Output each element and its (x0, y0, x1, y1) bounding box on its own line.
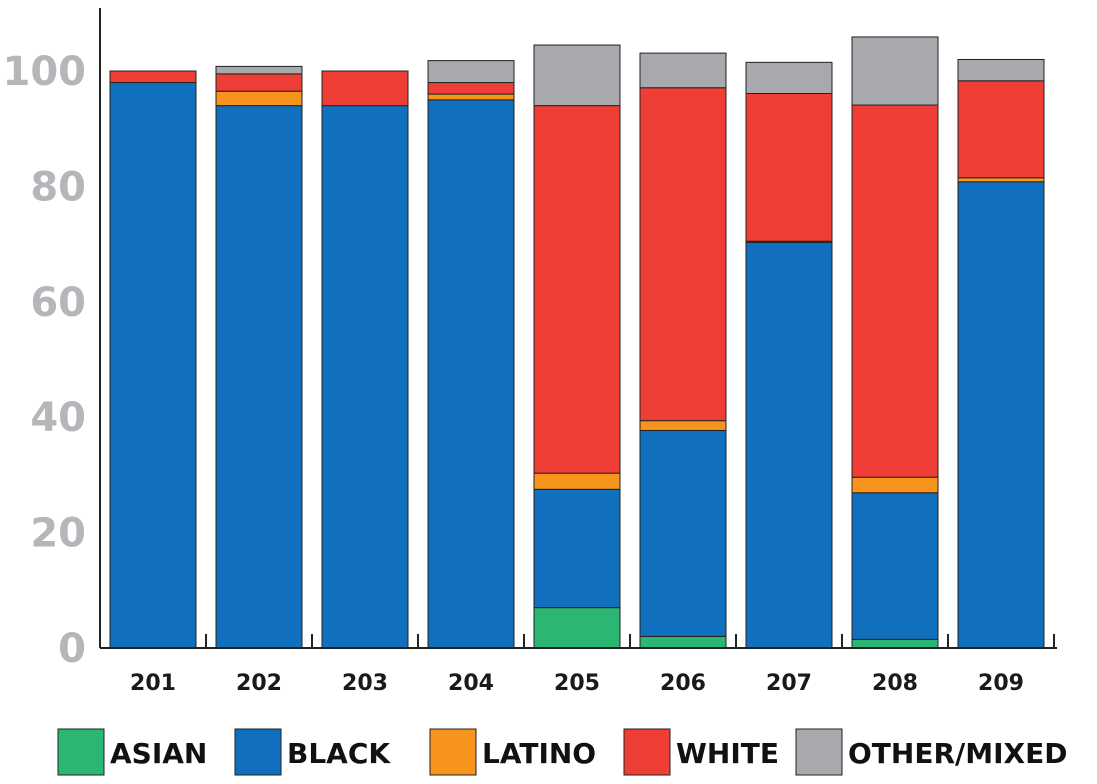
bar-segment-204-white (427, 82, 515, 95)
legend-label-latino: LATINO (482, 737, 596, 770)
bar-segment-203-black (321, 105, 409, 649)
bar-segment-205-black (533, 488, 621, 609)
bar-segment-202-latino (215, 90, 303, 107)
bar-segment-209-white (957, 80, 1045, 179)
x-tick-label: 209 (978, 671, 1024, 696)
bar-segment-202-black (215, 105, 303, 649)
bar-segment-202-white (215, 73, 303, 92)
bar-segment-206-other-mixed (639, 52, 727, 89)
x-tick-label: 207 (766, 671, 812, 696)
bar-segment-205-white (533, 105, 621, 474)
bar-segment-209-latino (957, 177, 1045, 183)
legend-label-asian: ASIAN (110, 737, 207, 770)
bar-segment-205-other-mixed (533, 44, 621, 107)
legend-swatch-other-mixed (795, 728, 843, 776)
legend: ASIAN BLACK LATINO WHITE OTHER/MIXED (57, 728, 1068, 776)
y-tick-label: 0 (58, 626, 86, 672)
bar-segment-204-black (427, 99, 515, 649)
x-tick-label: 201 (130, 671, 176, 696)
bar-segment-207-other-mixed (745, 61, 833, 95)
legend-swatch-white (623, 728, 671, 776)
legend-swatch-black (234, 728, 282, 776)
bar-segment-202-other-mixed (215, 65, 303, 75)
y-tick-label: 20 (30, 511, 86, 557)
bar-segment-208-white (851, 104, 939, 478)
bar-segment-207-white (745, 93, 833, 242)
bar-segment-205-asian (533, 607, 621, 649)
bar-segment-206-latino (639, 420, 727, 431)
x-tick-label: 202 (236, 671, 282, 696)
bar-area (109, 36, 1045, 649)
x-tick-label: 203 (342, 671, 388, 696)
bar-segment-208-black (851, 492, 939, 640)
bar-segment-204-other-mixed (427, 60, 515, 84)
bar-segment-209-other-mixed (957, 58, 1045, 82)
bar-segment-206-asian (639, 635, 727, 649)
bar-segment-208-latino (851, 476, 939, 494)
x-tick-label: 205 (554, 671, 600, 696)
bar-segment-205-latino (533, 472, 621, 490)
legend-label-other-mixed: OTHER/MIXED (848, 737, 1068, 770)
bar-segment-201-black (109, 82, 197, 649)
bar-segment-207-black (745, 241, 833, 649)
legend-label-black: BLACK (287, 737, 391, 770)
x-tick-label: 208 (872, 671, 918, 696)
bar-segment-206-black (639, 429, 727, 637)
y-tick-label: 60 (30, 280, 86, 326)
legend-label-white: WHITE (676, 737, 779, 770)
x-tick-labels: 201 202 203 204 205 206 207 208 209 (130, 634, 1055, 696)
bar-segment-201-white (109, 70, 197, 84)
bar-segment-204-latino (427, 93, 515, 101)
x-tick-label: 206 (660, 671, 706, 696)
bar-segment-203-white (321, 70, 409, 107)
legend-swatch-asian (57, 728, 105, 776)
y-tick-label: 100 (3, 49, 87, 95)
y-tick-label: 80 (30, 164, 86, 210)
bar-segment-206-white (639, 87, 727, 422)
bar-segment-209-black (957, 181, 1045, 649)
y-tick-label: 40 (30, 395, 86, 441)
bar-segment-208-other-mixed (851, 36, 939, 106)
axes (99, 8, 1057, 649)
y-tick-labels: 0 20 40 60 80 100 (3, 49, 87, 672)
legend-swatch-latino (429, 728, 477, 776)
bar-segment-208-asian (851, 638, 939, 649)
x-tick-label: 204 (448, 671, 494, 696)
